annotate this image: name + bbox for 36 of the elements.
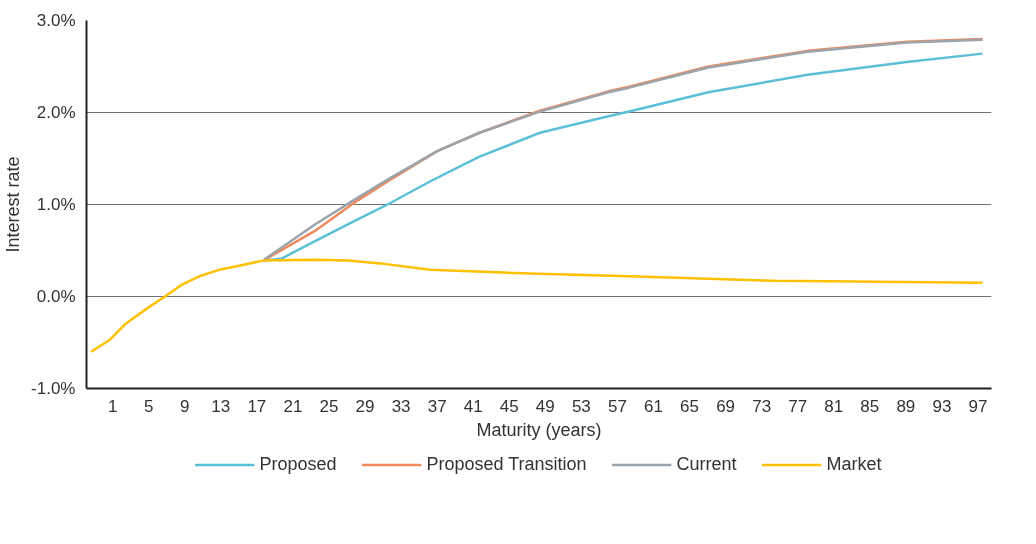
x-tick-label: 61 bbox=[644, 396, 663, 416]
x-tick-label: 13 bbox=[211, 396, 231, 416]
y-tick-label: 2.0% bbox=[36, 103, 76, 122]
x-tick-label: 65 bbox=[680, 396, 699, 416]
x-tick-label: 5 bbox=[143, 396, 154, 416]
x-tick-label: 53 bbox=[571, 396, 591, 416]
y-axis-title: Interest rate bbox=[3, 156, 24, 253]
legend-label: Proposed bbox=[259, 453, 337, 475]
x-tick-label: 33 bbox=[391, 396, 411, 416]
x-tick-label: 81 bbox=[824, 396, 844, 416]
x-tick-label: 57 bbox=[607, 396, 627, 416]
x-tick-label: 85 bbox=[860, 396, 880, 416]
x-tick-label: 69 bbox=[716, 396, 736, 416]
x-tick-label: 9 bbox=[180, 396, 190, 416]
x-tick-label: 49 bbox=[535, 396, 555, 416]
x-tick-label: 37 bbox=[427, 396, 447, 416]
x-tick-label: 73 bbox=[752, 396, 772, 416]
x-tick-label: 97 bbox=[968, 396, 988, 416]
x-tick-label: 21 bbox=[283, 396, 303, 416]
y-tick-label: 1.0% bbox=[36, 195, 76, 214]
y-tick-label: 3.0% bbox=[36, 11, 76, 30]
legend-label: Current bbox=[676, 453, 737, 475]
x-tick-label: 45 bbox=[499, 396, 519, 416]
x-tick-label: 1 bbox=[107, 396, 118, 416]
x-tick-label: 89 bbox=[896, 396, 916, 416]
x-tick-label: 25 bbox=[319, 396, 339, 416]
y-tick-label: 0.0% bbox=[36, 287, 76, 306]
x-tick-label: 29 bbox=[355, 396, 375, 416]
y-tick-label: -1.0% bbox=[31, 379, 76, 398]
x-tick-label: 93 bbox=[932, 396, 952, 416]
x-tick-label: 77 bbox=[788, 396, 808, 416]
x-tick-label: 17 bbox=[247, 396, 267, 416]
legend-label: Proposed Transition bbox=[426, 453, 587, 475]
legend-label: Market bbox=[826, 453, 882, 475]
x-axis-title: Maturity (years) bbox=[476, 419, 602, 440]
x-tick-label: 41 bbox=[463, 396, 483, 416]
